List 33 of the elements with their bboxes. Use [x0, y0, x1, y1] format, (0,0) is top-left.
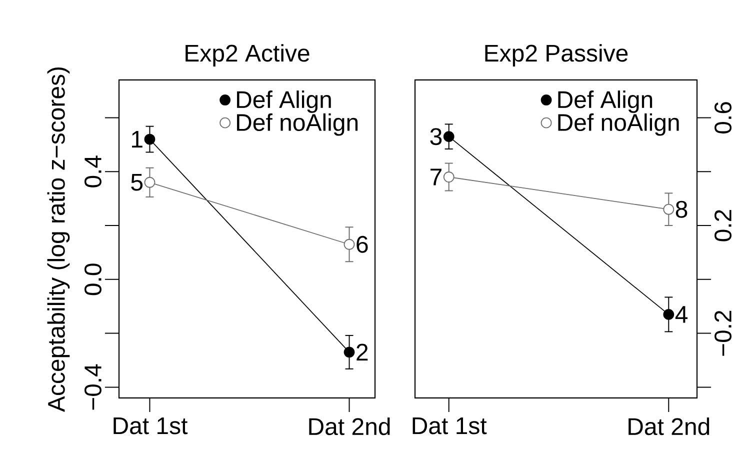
legend-label: Def Align	[558, 90, 652, 113]
legend-label: Def noAlign	[237, 113, 358, 136]
y-tick-label: −0.4	[84, 364, 102, 410]
x-tick-label: Dat 1st	[114, 418, 188, 434]
chart-title: Exp2 Active	[186, 44, 310, 66]
annotation: 7	[430, 168, 442, 186]
y-tick-label: 0.2	[714, 210, 732, 242]
y-tick-label: 0.6	[714, 102, 732, 134]
annotation: 1	[132, 131, 142, 148]
y-tick-label: 0.0	[84, 264, 102, 296]
legend-label: Def Align	[237, 90, 331, 113]
legend-label: Def noAlign	[558, 113, 679, 136]
annotation: 2	[356, 344, 368, 361]
point	[663, 204, 674, 215]
annotation: 6	[356, 236, 368, 253]
point	[144, 176, 156, 188]
chart-title: Exp2 Passive	[485, 44, 628, 66]
x-tick-label: Dat 1st	[412, 418, 487, 434]
point	[344, 346, 355, 358]
point	[443, 131, 454, 142]
annotation: 5	[131, 174, 143, 191]
y-tick-label: −0.2	[714, 310, 732, 356]
annotation: 8	[676, 200, 688, 218]
annotation: 4	[675, 306, 688, 323]
point	[144, 134, 156, 145]
annotation: 3	[430, 128, 442, 146]
x-tick-label: Dat 2nd	[309, 418, 390, 436]
y-axis-title: Acceptability (log ratio z−scores)	[47, 67, 70, 412]
y-tick-label: 0.4	[84, 156, 102, 188]
point	[443, 172, 454, 182]
point	[344, 238, 355, 250]
x-tick-label: Dat 2nd	[628, 418, 710, 436]
point	[663, 308, 674, 320]
